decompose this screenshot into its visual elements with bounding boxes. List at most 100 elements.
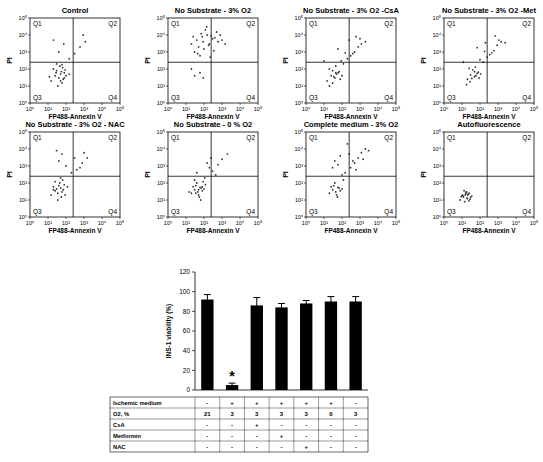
x-tick-label: 10⁵ xyxy=(254,220,262,226)
error-bar xyxy=(278,303,285,311)
event-point xyxy=(343,63,345,65)
y-tick-label: 10⁰ xyxy=(157,100,166,106)
error-stem xyxy=(207,295,208,305)
event-point xyxy=(59,65,61,67)
error-cap xyxy=(303,300,310,301)
event-point xyxy=(208,44,210,46)
event-point xyxy=(465,193,467,195)
x-tick-label: 10¹ xyxy=(320,106,328,112)
event-point xyxy=(480,73,482,75)
panel-title: No Substrate - 3% O2 xyxy=(175,6,251,15)
event-point xyxy=(213,50,215,52)
event-point xyxy=(198,196,200,198)
table-col-line xyxy=(318,397,319,452)
table-cell: - xyxy=(231,444,233,450)
event-point xyxy=(56,63,58,65)
event-point xyxy=(63,184,65,186)
table-cell: - xyxy=(330,422,332,428)
event-point xyxy=(344,172,346,174)
event-point xyxy=(332,82,334,84)
panel-title: No Substrate - 0 % O2 xyxy=(174,120,252,129)
event-point xyxy=(339,78,341,80)
event-point xyxy=(63,43,65,45)
quadrant-label: Q1 xyxy=(171,134,180,142)
event-point xyxy=(197,191,199,193)
event-point xyxy=(202,77,204,79)
event-point xyxy=(195,185,197,187)
event-point xyxy=(200,33,202,35)
event-point xyxy=(214,37,216,39)
x-tick-label: 10⁴ xyxy=(374,106,383,112)
error-stem xyxy=(306,301,307,307)
event-point xyxy=(339,190,341,192)
gate-line-x xyxy=(73,18,74,103)
event-point xyxy=(194,189,196,191)
x-tick xyxy=(84,217,85,219)
y-tick-label: 10⁴ xyxy=(433,146,442,152)
y-tick xyxy=(192,291,195,292)
quadrant-label: Q3 xyxy=(447,208,456,216)
y-tick-label: 100 xyxy=(179,288,190,295)
y-tick xyxy=(166,35,168,36)
gate-line-x xyxy=(211,18,212,103)
y-tick-label: 10⁴ xyxy=(157,32,166,38)
event-point xyxy=(196,172,198,174)
event-point xyxy=(57,85,59,87)
x-tick xyxy=(66,217,67,219)
y-tick xyxy=(166,18,168,19)
y-tick xyxy=(304,132,306,133)
y-tick-label: 0 xyxy=(186,386,190,393)
event-point xyxy=(350,167,352,169)
event-point xyxy=(204,177,206,179)
event-point xyxy=(85,41,87,43)
table-cell: - xyxy=(206,422,208,428)
panel-title: No Substrate - 3% O2 -Met xyxy=(442,6,536,15)
error-cap xyxy=(253,297,260,298)
event-point xyxy=(201,186,203,188)
event-point xyxy=(64,69,66,71)
table-cell: - xyxy=(330,444,332,450)
y-tick-label: 10¹ xyxy=(157,197,165,203)
y-tick-label: 10⁵ xyxy=(295,129,303,135)
event-point xyxy=(341,75,343,77)
event-point xyxy=(195,192,197,194)
y-tick xyxy=(28,35,30,36)
event-point xyxy=(329,68,331,70)
y-tick-label: 60 xyxy=(183,327,191,334)
y-tick-label: 40 xyxy=(183,347,191,354)
event-point xyxy=(54,75,56,77)
event-point xyxy=(81,162,83,164)
event-point xyxy=(344,52,346,54)
y-tick xyxy=(304,183,306,184)
x-tick-label: 10² xyxy=(476,220,484,226)
bar xyxy=(251,305,263,390)
event-point xyxy=(202,181,204,183)
y-tick-label: 10⁰ xyxy=(19,214,28,220)
y-tick-label: 10⁰ xyxy=(433,100,442,106)
quadrant-label: Q2 xyxy=(108,134,117,142)
y-axis-label: PI xyxy=(282,171,289,178)
points xyxy=(191,26,227,79)
y-tick-label: 10³ xyxy=(19,49,27,55)
quadrant-label: Q4 xyxy=(108,94,117,102)
plot-frame xyxy=(30,18,120,103)
table-cell: - xyxy=(281,444,283,450)
event-point xyxy=(359,38,361,40)
x-tick xyxy=(186,103,187,105)
quadrant-label: Q3 xyxy=(447,94,456,102)
y-tick-label: 10⁵ xyxy=(157,129,165,135)
y-tick-label: 10⁴ xyxy=(295,146,304,152)
table-cell: 0 xyxy=(329,411,333,417)
event-point xyxy=(71,172,73,174)
quadrant-label: Q1 xyxy=(309,20,318,28)
plot-frame xyxy=(306,132,396,217)
event-point xyxy=(468,192,470,194)
event-point xyxy=(206,26,208,28)
x-tick-label: 10² xyxy=(200,106,208,112)
event-point xyxy=(56,70,58,72)
bar-chart: 020406080100120INS-1 viability (%)* xyxy=(165,268,368,393)
y-tick xyxy=(304,217,306,218)
y-axis-label: PI xyxy=(420,57,427,64)
y-axis-label: PI xyxy=(6,171,13,178)
y-tick xyxy=(442,35,444,36)
